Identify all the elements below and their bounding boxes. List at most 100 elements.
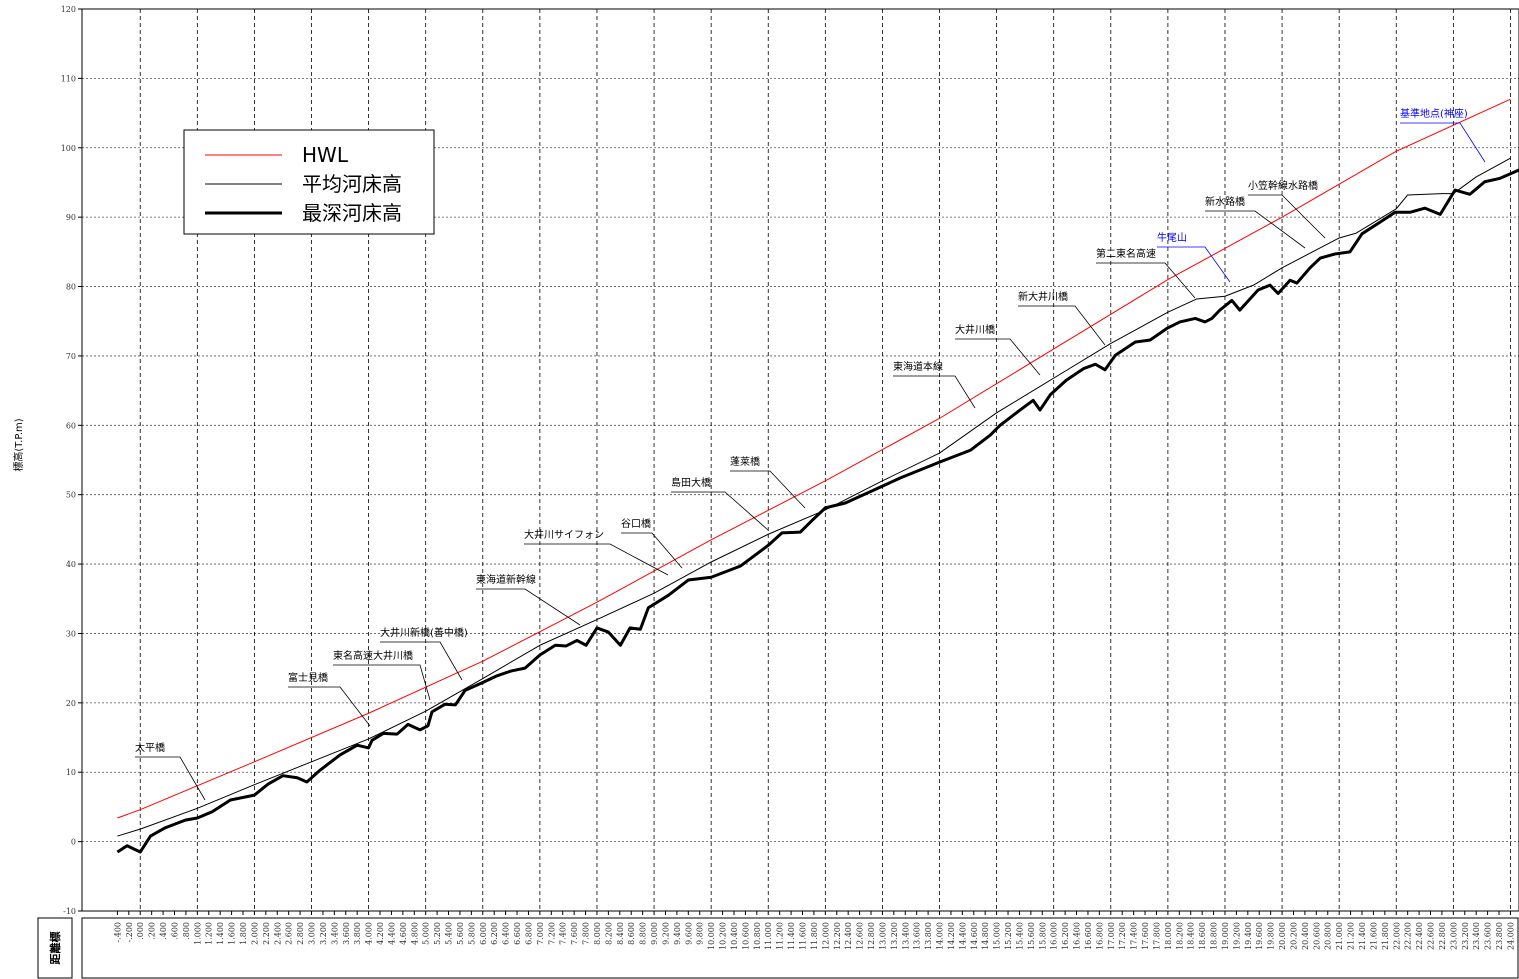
annotation: 島田大橋 bbox=[671, 476, 711, 489]
x-tick-label: 11.800 bbox=[810, 922, 819, 950]
x-tick-label: 1.600 bbox=[228, 922, 237, 945]
annotation: 東海道新幹線 bbox=[476, 573, 536, 586]
x-tick-label: 19.800 bbox=[1267, 922, 1276, 950]
x-tick-label: 13.800 bbox=[924, 922, 933, 950]
leader-line bbox=[1096, 262, 1196, 299]
x-tick-label: 18.800 bbox=[1210, 922, 1219, 950]
annotation: 大井川橋 bbox=[955, 323, 995, 336]
x-tick-label: -.400 bbox=[113, 922, 122, 943]
x-tick-label: 7.600 bbox=[570, 922, 579, 945]
x-tick-label: 10.200 bbox=[719, 922, 728, 950]
x-tick-label: 22.600 bbox=[1427, 922, 1436, 950]
x-tick-label: 22.400 bbox=[1415, 922, 1424, 950]
x-tick-label: 17.400 bbox=[1130, 922, 1139, 950]
leader-line bbox=[1248, 194, 1326, 239]
x-tick-label: 8.600 bbox=[627, 922, 636, 945]
x-tick-label: 6.200 bbox=[490, 922, 499, 945]
legend-label: 平均河床高 bbox=[302, 172, 402, 196]
y-tick-label: 30 bbox=[66, 629, 76, 638]
x-tick-label: 14.600 bbox=[970, 922, 979, 950]
x-tick-label: 1.000 bbox=[193, 922, 202, 945]
x-tick-label: 14.200 bbox=[947, 922, 956, 950]
annotation: 蓬莱橋 bbox=[730, 455, 760, 468]
x-tick-label: 12.600 bbox=[856, 922, 865, 950]
leader-line bbox=[730, 470, 806, 509]
x-tick-label: 13.200 bbox=[890, 922, 899, 950]
x-tick-label: 2.200 bbox=[262, 922, 271, 945]
x-tick-label: 3.600 bbox=[342, 922, 351, 945]
x-tick-label: 2.600 bbox=[285, 922, 294, 945]
x-tick-label: 23.400 bbox=[1472, 922, 1481, 950]
x-tick-label: 5.200 bbox=[433, 922, 442, 945]
leader-line bbox=[1018, 305, 1106, 346]
x-tick-label: 6.600 bbox=[513, 922, 522, 945]
annotation: 新大井川橋 bbox=[1018, 290, 1068, 303]
x-tick-label: 16.600 bbox=[1084, 922, 1093, 950]
x-tick-label: 8.000 bbox=[593, 922, 602, 945]
x-tick-label: 14.400 bbox=[958, 922, 967, 950]
legend-label: HWL bbox=[302, 143, 349, 167]
x-tick-label: 5.000 bbox=[422, 922, 431, 945]
x-tick-label: 11.400 bbox=[787, 922, 796, 950]
y-tick-label: 10 bbox=[66, 768, 76, 777]
leader-line bbox=[1157, 246, 1231, 283]
x-tick-label: 11.200 bbox=[776, 922, 785, 950]
x-tick-label: 11.600 bbox=[798, 922, 807, 950]
y-tick-label: 120 bbox=[61, 5, 76, 14]
x-tick-box bbox=[81, 917, 1519, 979]
x-tick-label: 5.800 bbox=[467, 922, 476, 945]
x-tick-label: 2.800 bbox=[296, 922, 305, 945]
x-axis-label: 距離標 bbox=[48, 932, 62, 965]
x-tick-label: 20.800 bbox=[1324, 922, 1333, 950]
x-tick-label: 21.000 bbox=[1335, 922, 1344, 950]
x-tick-label: 7.200 bbox=[547, 922, 556, 945]
annotation: 基準地点(神座) bbox=[1400, 107, 1468, 120]
y-tick-label: 100 bbox=[61, 144, 76, 153]
annotation: 太平橋 bbox=[135, 741, 165, 754]
x-tick-label: 18.200 bbox=[1175, 922, 1184, 950]
x-tick-label: 15.200 bbox=[1004, 922, 1013, 950]
x-tick-label: 2.400 bbox=[273, 922, 282, 945]
x-tick-label: 6.000 bbox=[479, 922, 488, 945]
x-tick-label: 3.400 bbox=[330, 922, 339, 945]
x-tick-label: 1.800 bbox=[239, 922, 248, 945]
annotation: 大井川新橋(善中橋) bbox=[380, 626, 468, 639]
x-tick-label: 4.400 bbox=[387, 922, 396, 945]
y-tick-label: 50 bbox=[66, 491, 76, 500]
y-axis-label: 標高(T.P.m) bbox=[12, 418, 25, 471]
x-tick-label: 8.800 bbox=[639, 922, 648, 945]
x-tick-label: 23.200 bbox=[1461, 922, 1470, 950]
x-tick-label: 17.800 bbox=[1152, 922, 1161, 950]
leader-line bbox=[333, 664, 431, 701]
x-tick-label: 3.200 bbox=[319, 922, 328, 945]
x-tick-label: 21.400 bbox=[1358, 922, 1367, 950]
x-tick-label: .800 bbox=[182, 922, 191, 940]
leader-line bbox=[671, 491, 769, 531]
annotation: 大井川サイフォン bbox=[524, 528, 604, 541]
x-tick-label: 16.800 bbox=[1095, 922, 1104, 950]
x-tick-label: 12.800 bbox=[867, 922, 876, 950]
x-tick-label: 22.000 bbox=[1392, 922, 1401, 950]
x-tick-label: 7.000 bbox=[536, 922, 545, 945]
x-tick-label: 4.600 bbox=[399, 922, 408, 945]
leader-line bbox=[288, 686, 371, 727]
series-line bbox=[117, 157, 1511, 837]
x-tick-label: 5.600 bbox=[456, 922, 465, 945]
y-tick-label: 110 bbox=[61, 74, 76, 83]
y-tick-label: 40 bbox=[66, 560, 76, 569]
x-tick-label: 22.800 bbox=[1438, 922, 1447, 950]
x-tick-label: 19.200 bbox=[1232, 922, 1241, 950]
x-tick-label: 20.000 bbox=[1278, 922, 1287, 950]
plot-frame bbox=[81, 8, 1519, 912]
annotation: 新水路橋 bbox=[1205, 195, 1245, 208]
annotation: 東名高速大井川橋 bbox=[333, 649, 413, 662]
x-tick-label: 12.200 bbox=[833, 922, 842, 950]
x-tick-label: 7.400 bbox=[559, 922, 568, 945]
x-tick-label: 5.400 bbox=[445, 922, 454, 945]
y-tick-label: -10 bbox=[63, 907, 76, 916]
annotation: 富士見橋 bbox=[288, 671, 328, 684]
x-tick-label: .600 bbox=[170, 922, 179, 940]
x-tick-label: 19.400 bbox=[1244, 922, 1253, 950]
